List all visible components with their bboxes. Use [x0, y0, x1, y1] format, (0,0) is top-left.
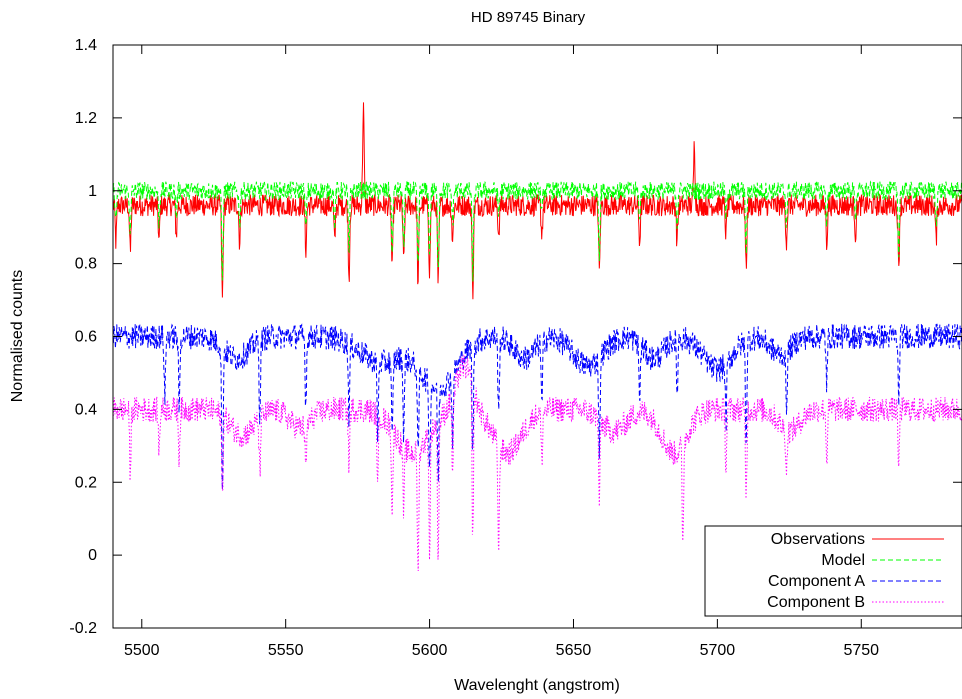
y-tick-label: 1.2 [75, 110, 97, 127]
x-tick-label: 5650 [556, 642, 592, 659]
legend-label: Component A [768, 573, 865, 590]
series-component-a [112, 323, 962, 490]
y-tick-label: 0.6 [75, 329, 97, 346]
x-axis-label: Wavelenght (angstrom) [454, 677, 620, 694]
x-tick-label: 5750 [843, 642, 879, 659]
series-model [112, 180, 962, 282]
plot-lines [112, 102, 962, 572]
x-tick-label: 5700 [700, 642, 736, 659]
legend-label: Model [821, 552, 865, 569]
y-axis: -0.2 0 0.2 0.4 0.6 0.8 1 1.2 1.4 [69, 37, 962, 637]
chart-title: HD 89745 Binary [471, 9, 586, 26]
x-tick-label: 5550 [268, 642, 304, 659]
legend-box [704, 525, 962, 617]
y-tick-label: -0.2 [69, 620, 97, 637]
legend: Observations Model Component A Component B [704, 525, 962, 617]
y-tick-label: 0.4 [75, 401, 97, 418]
x-tick-label: 5600 [412, 642, 448, 659]
series-component-b [112, 354, 962, 572]
y-tick-label: 1 [88, 183, 97, 200]
legend-label: Observations [771, 531, 865, 548]
y-tick-label: 0.2 [75, 474, 97, 491]
x-tick-label: 5500 [124, 642, 160, 659]
y-tick-label: 0.8 [75, 256, 97, 273]
legend-label: Component B [767, 594, 865, 611]
y-tick-label: 1.4 [75, 37, 97, 54]
y-tick-label: 0 [88, 547, 97, 564]
y-axis-label: Normalised counts [9, 270, 26, 403]
x-axis: 5500 5550 5600 5650 5700 5750 [124, 45, 879, 659]
